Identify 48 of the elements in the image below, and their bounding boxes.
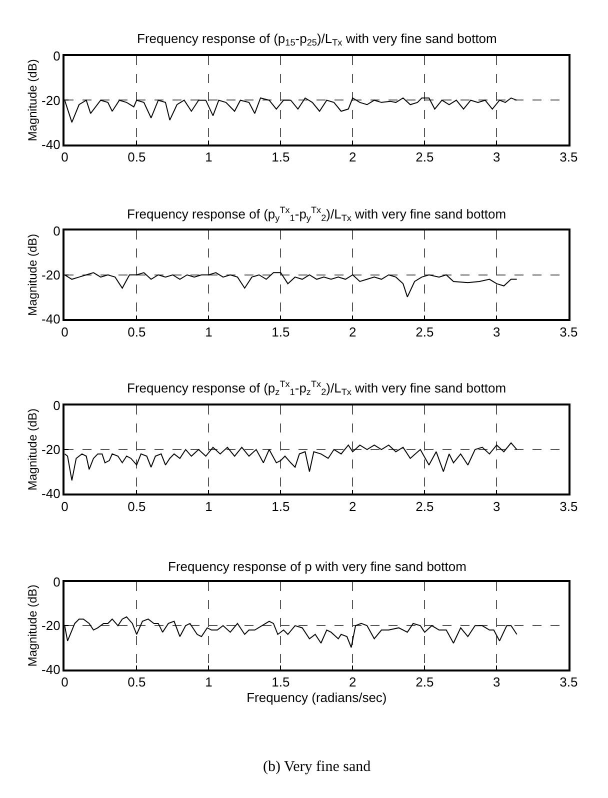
x-tick-label: 3 bbox=[493, 324, 500, 340]
x-axis-title: Frequency (radians/sec) bbox=[246, 690, 387, 705]
y-tick-label: -20 bbox=[42, 267, 60, 282]
text: (b) Very fine sand bbox=[263, 759, 372, 775]
x-tick-label: 3 bbox=[493, 674, 500, 690]
x-tick-label: 1.5 bbox=[272, 499, 290, 514]
x-tick-label: 1.5 bbox=[272, 150, 290, 165]
y-axis-title: Magnitude (dB) bbox=[25, 234, 40, 316]
y-tick-label: 0 bbox=[53, 398, 60, 413]
x-tick-label: 2 bbox=[349, 150, 356, 165]
x-tick-label: 1.5 bbox=[272, 674, 290, 690]
x-tick-label: 1.5 bbox=[272, 324, 290, 340]
y-tick-label: -40 bbox=[42, 486, 60, 502]
x-tick-label: 1 bbox=[205, 150, 212, 165]
y-tick-label: -40 bbox=[42, 662, 60, 677]
x-tick-label: 2 bbox=[349, 324, 356, 340]
x-tick-label: 2.5 bbox=[416, 499, 434, 514]
x-tick-label: 2 bbox=[349, 499, 356, 514]
x-tick-label: 3 bbox=[493, 150, 500, 165]
x-tick-label: 1 bbox=[205, 674, 212, 690]
x-tick-label: 3.5 bbox=[560, 150, 578, 165]
x-tick-label: 2.5 bbox=[416, 324, 434, 340]
x-tick-label: 1 bbox=[205, 499, 212, 514]
chart-title: Frequency response of (p$_{15}$-p$_{25}$)/L$_{Tx}$ with very fine sand bottom bbox=[137, 31, 497, 48]
y-tick-label: -20 bbox=[42, 442, 60, 458]
y-tick-label: -40 bbox=[42, 136, 60, 152]
x-tick-label: 2 bbox=[349, 674, 356, 690]
x-tick-label: 0.5 bbox=[128, 150, 146, 165]
x-tick-label: 3.5 bbox=[560, 499, 578, 514]
x-tick-label: 0.5 bbox=[128, 499, 146, 514]
y-axis-title: Magnitude (dB) bbox=[25, 584, 40, 667]
x-tick-label: 3 bbox=[493, 499, 500, 514]
y-tick-label: 0 bbox=[53, 223, 60, 238]
x-tick-label: 3.5 bbox=[560, 674, 578, 690]
x-tick-label: 1 bbox=[205, 324, 212, 340]
x-tick-label: 0.5 bbox=[128, 674, 146, 690]
y-tick-label: -20 bbox=[42, 92, 60, 108]
x-tick-label: 2.5 bbox=[416, 150, 434, 165]
chart-title: Frequency response of p with very fine sand bottom bbox=[168, 559, 466, 574]
y-tick-label: 0 bbox=[53, 48, 60, 64]
x-tick-label: 0.5 bbox=[128, 324, 146, 340]
y-axis-title: Magnitude (dB) bbox=[25, 59, 40, 142]
x-tick-label: 2.5 bbox=[416, 674, 434, 690]
y-tick-label: 0 bbox=[53, 574, 60, 590]
y-axis-title: Magnitude (dB) bbox=[25, 408, 40, 491]
y-tick-label: -20 bbox=[42, 618, 60, 634]
y-tick-label: -40 bbox=[42, 312, 60, 327]
x-tick-label: 3.5 bbox=[560, 324, 578, 340]
